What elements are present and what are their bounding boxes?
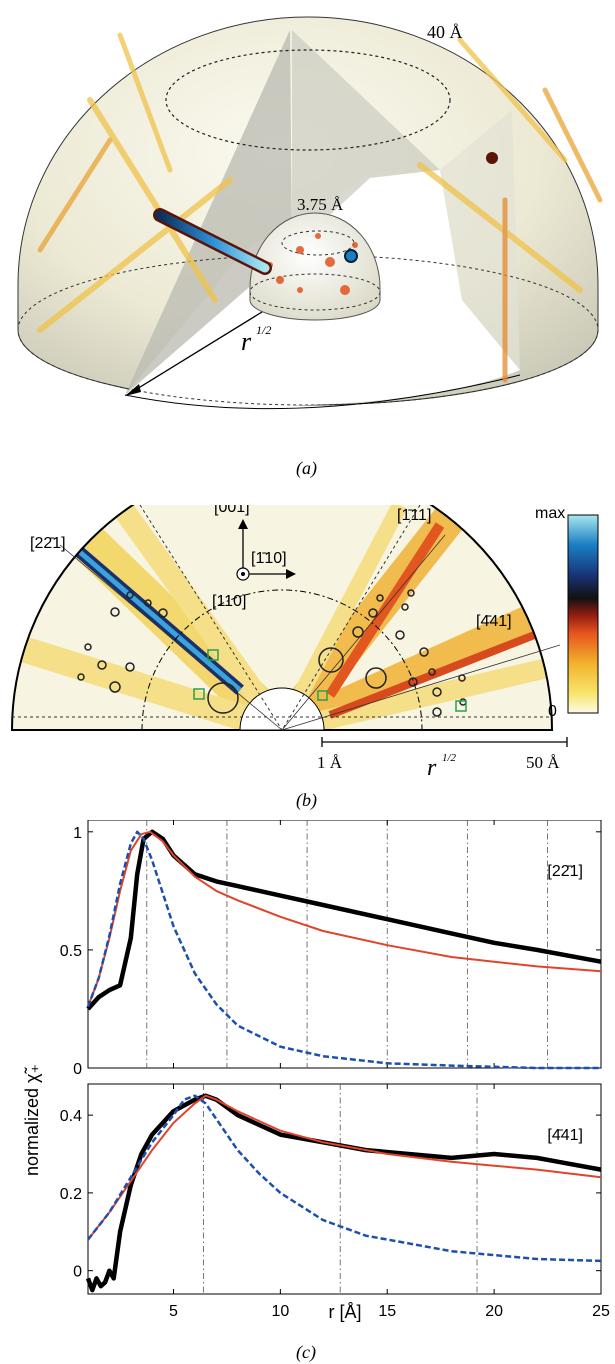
- x-tick-labels: 5 10 15 20 25: [169, 1303, 610, 1320]
- chart-bottom: 0 0.2 0.4 [4̄41]: [60, 1083, 602, 1295]
- caption-c: (c): [296, 1342, 316, 1362]
- streak-111: [325, 522, 445, 698]
- line-charts: normalized χ̃₊ 0 0.5 1 [22̄1] 0 0.2 0.4 [4̄41]…: [22, 820, 610, 1322]
- axis-110bar-label: [1̄10]: [251, 550, 287, 567]
- inner-shell-label: 3.75 Å: [297, 195, 344, 214]
- colorbar-max: max: [535, 505, 565, 522]
- series-line: [87, 1094, 602, 1241]
- dome-streaks: [37, 32, 603, 383]
- dir-111-label: [1̄11]: [397, 507, 431, 524]
- polar-map: [001] [1̄10] [110] [22̄1] [1̄11] [4̄41] …: [10, 505, 599, 781]
- plot-frame: [87, 820, 602, 1069]
- series-annotation: [22̄1]: [547, 863, 583, 880]
- blue-rod: [155, 210, 270, 273]
- y-tick-label: 0: [73, 1061, 82, 1078]
- plot-frame: [87, 1083, 602, 1295]
- dir-221-label: [22̄1]: [30, 535, 66, 552]
- x-tick-label: 5: [169, 1303, 178, 1320]
- x-tick-label: 20: [485, 1303, 503, 1320]
- series-line: [86, 830, 601, 1070]
- dir-441-label: [4̄41]: [476, 613, 512, 630]
- radius-label: r: [241, 327, 252, 356]
- scale-var: r: [427, 755, 437, 781]
- scale-min: 1 Å: [317, 753, 343, 772]
- wedge-wall-left: [125, 30, 292, 395]
- x-axis-label: r [Å]: [328, 1302, 361, 1322]
- outer-shell-label: 40 Å: [427, 22, 463, 42]
- y-tick-label: 0.4: [60, 1108, 82, 1125]
- center-notch: [239, 687, 325, 731]
- blue-spot: [344, 249, 358, 263]
- radius-exponent: 1/2: [256, 323, 271, 337]
- caption-a: (a): [296, 458, 317, 478]
- y-tick-label: 0: [73, 1264, 82, 1281]
- dark-spot: [486, 152, 498, 164]
- axis-110-label: [110]: [212, 593, 246, 610]
- wedge-wall-right: [440, 110, 520, 370]
- y-tick-label: 1: [73, 825, 82, 842]
- radius-arrow: [131, 311, 263, 393]
- series-line: [87, 830, 602, 1007]
- square-markers: [193, 649, 467, 712]
- inner-spots: [267, 233, 358, 295]
- colorbar: [567, 514, 599, 714]
- chart-top: 0 0.5 1 [22̄1]: [60, 820, 602, 1078]
- wedge-wall-back: [292, 30, 440, 250]
- colorbar-min: 0: [548, 703, 557, 720]
- latitude-40: [165, 49, 451, 151]
- circle-markers: [77, 589, 467, 717]
- disc-outline: [10, 505, 554, 731]
- hemisphere-figure: 40 Å 3.75 Å r 1/2: [17, 16, 603, 410]
- x-tick-label: 15: [378, 1303, 396, 1320]
- axis-001-label: [001]: [214, 505, 250, 516]
- x-tick-label: 25: [592, 1303, 610, 1320]
- scale-exp: 1/2: [442, 752, 457, 764]
- series-annotation: [4̄41]: [547, 1127, 583, 1144]
- series-line: [85, 1093, 602, 1293]
- scale-max: 50 Å: [526, 753, 560, 772]
- caption-b: (b): [296, 790, 317, 810]
- y-tick-label: 0.5: [60, 943, 82, 960]
- y-axis-label: normalized χ̃₊: [22, 1064, 42, 1176]
- x-tick-label: 10: [271, 1303, 289, 1320]
- y-tick-label: 0.2: [60, 1186, 82, 1203]
- streak-441: [328, 621, 552, 719]
- dome-rim: [17, 254, 599, 406]
